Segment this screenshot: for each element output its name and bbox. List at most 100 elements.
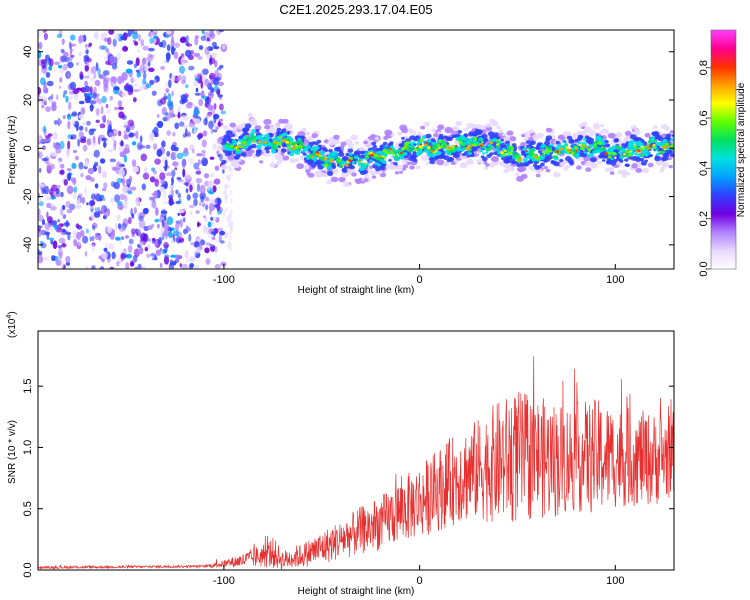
noise-blob bbox=[202, 95, 208, 100]
noise-blob bbox=[42, 145, 46, 151]
noise-blob bbox=[53, 224, 59, 230]
noise-blob bbox=[174, 150, 178, 158]
noise-blob bbox=[114, 222, 118, 230]
ridge-blob bbox=[433, 133, 439, 138]
ridge-blob bbox=[302, 145, 306, 149]
ridge-blob bbox=[662, 152, 668, 158]
noise-blob bbox=[214, 204, 219, 208]
ridge-blob bbox=[324, 149, 329, 152]
noise-blob bbox=[42, 30, 47, 33]
ridge-blob bbox=[609, 147, 614, 152]
noise-blob bbox=[192, 192, 199, 199]
noise-blob bbox=[65, 200, 71, 208]
noise-blob bbox=[222, 212, 226, 218]
noise-blob bbox=[91, 243, 95, 253]
ridge-blob bbox=[443, 161, 449, 167]
noise-blob bbox=[176, 152, 184, 160]
noise-blob bbox=[70, 134, 77, 140]
ridge-blob bbox=[605, 143, 611, 148]
snr-y-ticks: 0.0 0.5 1.0 1.5 bbox=[22, 379, 674, 578]
ridge-blob bbox=[509, 136, 517, 142]
ridge-blob bbox=[624, 155, 628, 158]
noise-blob bbox=[149, 196, 155, 201]
noise-blob bbox=[81, 196, 85, 204]
noise-blob bbox=[88, 128, 95, 136]
ridge-blob bbox=[505, 155, 510, 159]
noise-blob bbox=[133, 88, 140, 93]
ridge-blob bbox=[256, 144, 262, 150]
noise-blob bbox=[149, 37, 155, 44]
y-tick-label: 0.5 bbox=[22, 501, 34, 516]
noise-blob bbox=[208, 120, 214, 130]
ridge-blob bbox=[264, 133, 270, 138]
noise-blob bbox=[152, 200, 157, 209]
ridge-blob bbox=[269, 162, 277, 168]
noise-blob bbox=[151, 167, 156, 172]
ridge-blob bbox=[398, 155, 403, 159]
noise-blob bbox=[118, 168, 125, 177]
noise-blob bbox=[165, 232, 168, 240]
ridge-blob bbox=[550, 160, 555, 164]
ridge-blob bbox=[590, 162, 598, 169]
ridge-blob bbox=[237, 145, 242, 148]
ridge-blob bbox=[577, 136, 583, 141]
noise-blob bbox=[44, 33, 48, 41]
noise-blob bbox=[184, 84, 189, 89]
noise-blob bbox=[57, 247, 64, 257]
noise-blob bbox=[149, 132, 155, 141]
noise-blob bbox=[214, 264, 221, 269]
ridge-blob bbox=[619, 159, 624, 163]
ridge-blob bbox=[621, 173, 627, 178]
ridge-blob bbox=[455, 144, 458, 147]
ridge-blob bbox=[541, 150, 545, 154]
noise-blob bbox=[116, 261, 120, 267]
noise-blob bbox=[198, 202, 202, 206]
noise-blob bbox=[88, 200, 94, 207]
ridge-blob bbox=[392, 154, 396, 157]
ridge-blob bbox=[349, 153, 353, 156]
ridge-blob bbox=[311, 141, 317, 145]
noise-blob bbox=[72, 178, 77, 186]
noise-blob bbox=[42, 257, 50, 261]
ridge-blob bbox=[483, 160, 488, 165]
noise-blob bbox=[218, 118, 224, 122]
ridge-blob bbox=[450, 161, 456, 166]
ridge-blob bbox=[557, 144, 562, 148]
noise-blob bbox=[202, 203, 206, 207]
ridge-blob bbox=[643, 145, 648, 149]
noise-blob bbox=[116, 52, 121, 61]
ridge-blob bbox=[286, 125, 292, 130]
noise-blob bbox=[101, 95, 107, 104]
noise-blob bbox=[46, 211, 49, 219]
ridge-blob bbox=[383, 145, 389, 149]
ridge-blob bbox=[637, 163, 642, 168]
ridge-blob bbox=[378, 165, 386, 171]
noise-blob bbox=[66, 208, 73, 214]
noise-blob bbox=[38, 201, 44, 207]
noise-blob bbox=[137, 48, 140, 53]
noise-blob bbox=[139, 64, 146, 74]
noise-blob bbox=[165, 82, 169, 87]
ridge-blob bbox=[328, 148, 333, 153]
noise-blob bbox=[116, 201, 123, 206]
ridge-blob bbox=[407, 128, 413, 133]
ridge-blob bbox=[255, 149, 262, 154]
noise-blob bbox=[131, 141, 137, 146]
noise-blob bbox=[45, 106, 51, 112]
noise-blob bbox=[208, 191, 215, 195]
noise-blob bbox=[93, 211, 100, 218]
noise-blob bbox=[210, 127, 214, 135]
ridge-blob bbox=[580, 152, 587, 158]
ridge-blob bbox=[461, 143, 466, 147]
ridge-blob bbox=[259, 160, 264, 164]
ridge-blob bbox=[459, 138, 463, 142]
ridge-blob bbox=[514, 172, 520, 177]
noise-blob bbox=[132, 165, 139, 173]
ridge-blob bbox=[555, 140, 560, 145]
noise-blob bbox=[63, 179, 68, 186]
ridge-blob bbox=[348, 159, 352, 163]
noise-blob bbox=[109, 266, 115, 269]
noise-blob bbox=[224, 233, 228, 238]
noise-blob bbox=[228, 212, 232, 218]
noise-blob bbox=[218, 234, 222, 242]
